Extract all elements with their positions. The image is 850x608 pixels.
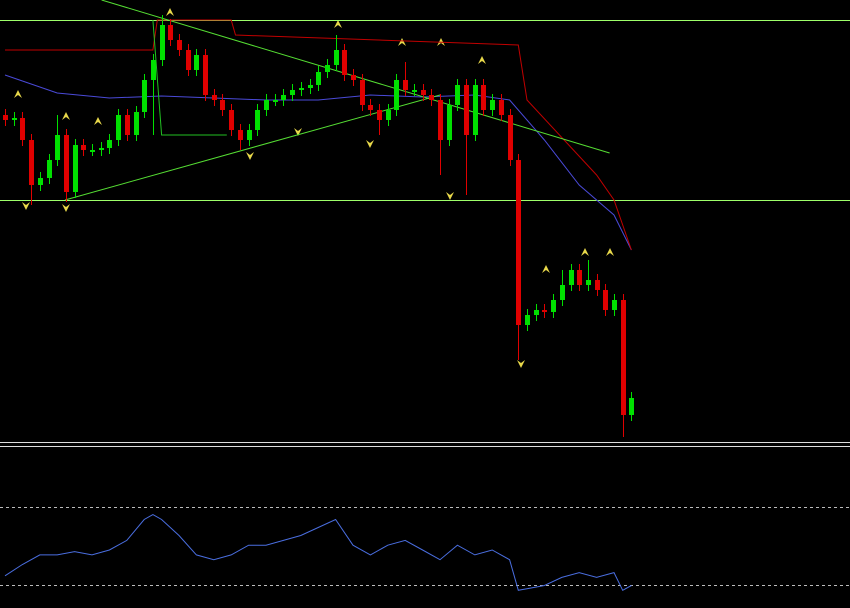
indicator-line: [4, 514, 632, 591]
candle-body: [577, 270, 582, 285]
candle-body: [299, 88, 304, 90]
candle-body: [490, 100, 495, 110]
candle-body: [38, 178, 43, 185]
candle-body: [394, 80, 399, 110]
candle-body: [516, 160, 521, 325]
candle-body: [629, 398, 634, 415]
candle-body: [342, 50, 347, 75]
arrow-down: [294, 128, 302, 136]
candle-body: [377, 110, 382, 120]
candle-body: [429, 95, 434, 100]
indicator-line: [4, 74, 632, 251]
candle-body: [447, 105, 452, 140]
candle-body: [386, 110, 391, 120]
candle-body: [186, 50, 191, 70]
candle-body: [3, 115, 8, 120]
candle-body: [47, 160, 52, 178]
indicator-line: [5, 19, 632, 251]
arrow-up: [581, 248, 589, 256]
arrow-down: [446, 192, 454, 200]
arrow-up: [62, 112, 70, 120]
candle-body: [20, 118, 25, 140]
arrow-up: [606, 248, 614, 256]
arrow-up: [94, 117, 102, 125]
candle-body: [203, 55, 208, 95]
candle-body: [368, 105, 373, 110]
candle-body: [107, 140, 112, 148]
candle-body: [116, 115, 121, 140]
candle-body: [551, 300, 556, 312]
candle-body: [603, 290, 608, 310]
candle-body: [403, 80, 408, 90]
candle-body: [534, 310, 539, 315]
candle-body: [481, 85, 486, 110]
candle-body: [142, 80, 147, 112]
arrow-down: [517, 360, 525, 368]
candle-body: [247, 130, 252, 140]
candle-body: [438, 100, 443, 140]
candle-body: [316, 72, 321, 85]
candle-body: [255, 110, 260, 130]
candle-body: [612, 300, 617, 310]
candle-body: [151, 60, 156, 80]
arrow-up: [478, 56, 486, 64]
candle-body: [90, 150, 95, 152]
candle-body: [273, 100, 278, 102]
candle-body: [55, 135, 60, 160]
candle-body: [360, 80, 365, 105]
candle-body: [525, 315, 530, 325]
arrow-down: [22, 202, 30, 210]
candle-body: [595, 280, 600, 290]
arrow-down: [246, 152, 254, 160]
candle-body: [125, 115, 130, 135]
candle-body: [473, 85, 478, 135]
candle-body: [238, 130, 243, 140]
candle-body: [412, 90, 417, 92]
candle-body: [508, 115, 513, 160]
candle-body: [99, 148, 104, 150]
candle-body: [194, 55, 199, 70]
candle-body: [325, 65, 330, 72]
candle-body: [586, 280, 591, 285]
arrow-up: [334, 20, 342, 28]
candle-body: [290, 90, 295, 95]
candle-body: [464, 85, 469, 135]
arrow-up: [542, 265, 550, 273]
candle-body: [542, 310, 547, 312]
candle-body: [569, 270, 574, 285]
arrow-up: [398, 38, 406, 46]
candle-body: [351, 75, 356, 80]
candle-body: [212, 95, 217, 100]
arrow-down: [62, 204, 70, 212]
candle-body: [177, 40, 182, 50]
candle-body: [281, 95, 286, 100]
candle-body: [229, 110, 234, 130]
candle-body: [621, 300, 626, 415]
arrow-up: [14, 90, 22, 98]
candle-body: [455, 85, 460, 105]
candle-body: [264, 100, 269, 110]
candle-body: [12, 118, 17, 120]
candle-body: [29, 140, 34, 185]
candle-body: [334, 50, 339, 65]
candle-body: [499, 100, 504, 115]
candle-body: [134, 112, 139, 135]
indicator-line: [152, 19, 227, 136]
candle-body: [220, 100, 225, 110]
candle-body: [168, 25, 173, 40]
candle-body: [73, 145, 78, 192]
candle-body: [160, 25, 165, 60]
arrow-down: [366, 140, 374, 148]
candle-body: [421, 90, 426, 95]
candle-body: [308, 85, 313, 88]
candle-body: [81, 145, 86, 150]
candle-body: [560, 285, 565, 300]
candle-body: [64, 135, 69, 192]
arrow-up: [166, 8, 174, 16]
